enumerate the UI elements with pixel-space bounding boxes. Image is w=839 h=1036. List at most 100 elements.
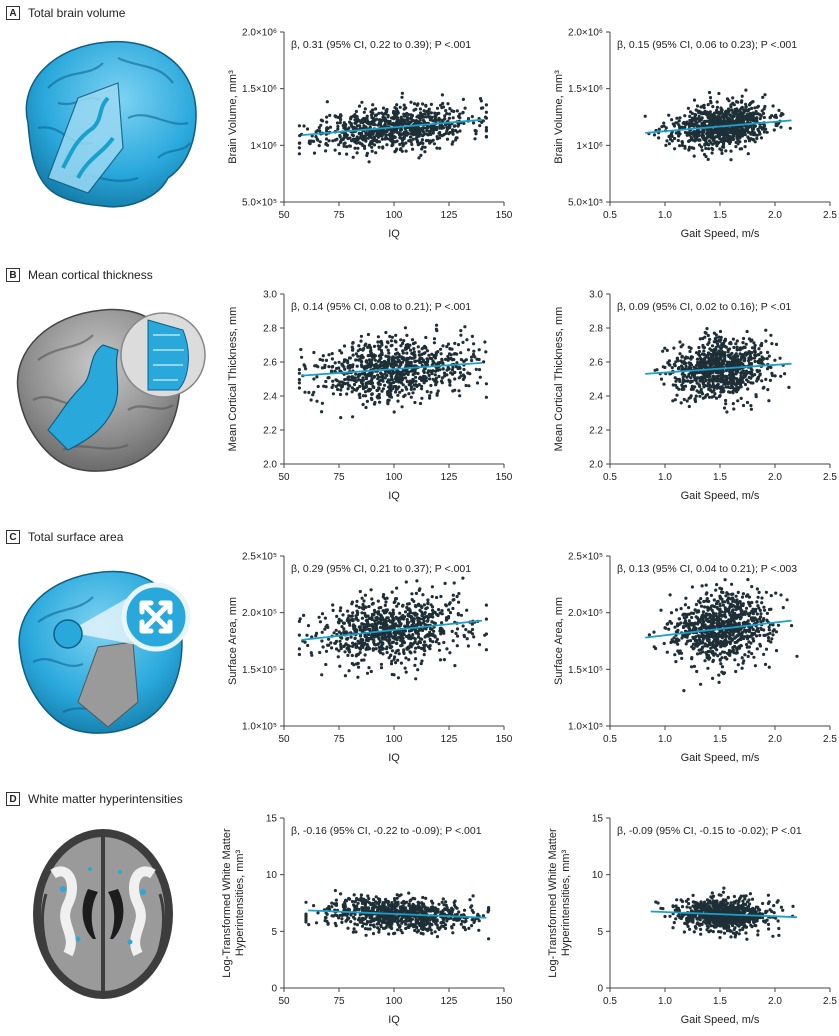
data-point — [723, 351, 726, 354]
data-point — [445, 345, 448, 348]
data-point — [725, 364, 728, 367]
data-point — [741, 370, 744, 373]
data-point — [757, 596, 760, 599]
data-point — [467, 630, 470, 633]
data-point — [696, 104, 699, 107]
data-point — [365, 382, 368, 385]
data-point — [714, 336, 717, 339]
data-point — [343, 358, 346, 361]
data-point — [404, 107, 407, 110]
data-point — [757, 376, 760, 379]
data-point — [688, 346, 691, 349]
data-point — [720, 152, 723, 155]
data-point — [462, 378, 465, 381]
data-point — [735, 100, 738, 103]
data-point — [702, 610, 705, 613]
data-point — [673, 147, 676, 150]
x-tick-label: 2.5 — [823, 734, 837, 745]
data-point — [379, 617, 382, 620]
data-point — [366, 672, 369, 675]
data-point — [684, 385, 687, 388]
data-point — [743, 357, 746, 360]
data-point — [399, 644, 402, 647]
data-point — [365, 359, 368, 362]
data-point — [391, 649, 394, 652]
data-point — [658, 128, 661, 131]
data-point — [394, 661, 397, 664]
data-point — [754, 360, 757, 363]
data-point — [300, 356, 303, 359]
data-point — [384, 331, 387, 334]
y-tick-label: 2.6 — [589, 358, 603, 369]
data-point — [417, 143, 420, 146]
data-point — [713, 598, 716, 601]
data-point — [741, 656, 744, 659]
data-point — [359, 648, 362, 651]
data-point — [748, 108, 751, 111]
y-tick-label: 1.0×10⁵ — [568, 722, 603, 733]
data-point — [763, 357, 766, 360]
y-tick-label: 3.0 — [263, 290, 277, 301]
data-point — [380, 663, 383, 666]
data-point — [774, 592, 777, 595]
data-point — [736, 115, 739, 118]
data-point — [396, 400, 399, 403]
data-point — [426, 349, 429, 352]
data-point — [436, 638, 439, 641]
data-point — [338, 361, 341, 364]
surface-area-icon — [8, 552, 208, 742]
data-point — [709, 101, 712, 104]
data-point — [346, 359, 349, 362]
data-point — [718, 351, 721, 354]
data-point — [695, 395, 698, 398]
data-point — [394, 116, 397, 119]
data-point — [452, 639, 455, 642]
data-point — [314, 634, 317, 637]
data-point — [395, 587, 398, 590]
x-tick-label: 50 — [278, 472, 290, 483]
data-point — [671, 366, 674, 369]
data-point — [704, 155, 707, 158]
data-point — [715, 346, 718, 349]
data-point — [750, 408, 753, 411]
data-point — [330, 646, 333, 649]
data-point — [708, 358, 711, 361]
data-point — [716, 100, 719, 103]
data-point — [693, 99, 696, 102]
data-point — [698, 361, 701, 364]
data-point — [440, 609, 443, 612]
data-point — [740, 117, 743, 120]
data-point — [409, 642, 412, 645]
data-point — [383, 384, 386, 387]
data-point — [746, 401, 749, 404]
data-point — [715, 140, 718, 143]
data-point — [723, 406, 726, 409]
data-point — [397, 358, 400, 361]
data-point — [360, 638, 363, 641]
data-point — [720, 373, 723, 376]
y-tick-label: 2.0×10⁶ — [242, 28, 277, 39]
data-point — [401, 122, 404, 125]
data-point — [456, 627, 459, 630]
data-point — [339, 121, 342, 124]
data-point — [357, 653, 360, 656]
data-point — [741, 341, 744, 344]
data-point — [433, 341, 436, 344]
stat-annotation: β, 0.15 (95% CI, 0.06 to 0.23); P <.001 — [617, 39, 797, 51]
data-point — [384, 112, 387, 115]
data-point — [465, 384, 468, 387]
data-point — [421, 138, 424, 141]
data-point — [432, 139, 435, 142]
data-point — [729, 103, 732, 106]
data-point — [453, 342, 456, 345]
data-point — [416, 384, 419, 387]
data-point — [768, 355, 771, 358]
data-point — [705, 375, 708, 378]
data-point — [362, 137, 365, 140]
data-point — [317, 385, 320, 388]
data-point — [755, 600, 758, 603]
data-point — [755, 112, 758, 115]
data-point — [298, 134, 301, 137]
scatter-points — [654, 327, 791, 414]
